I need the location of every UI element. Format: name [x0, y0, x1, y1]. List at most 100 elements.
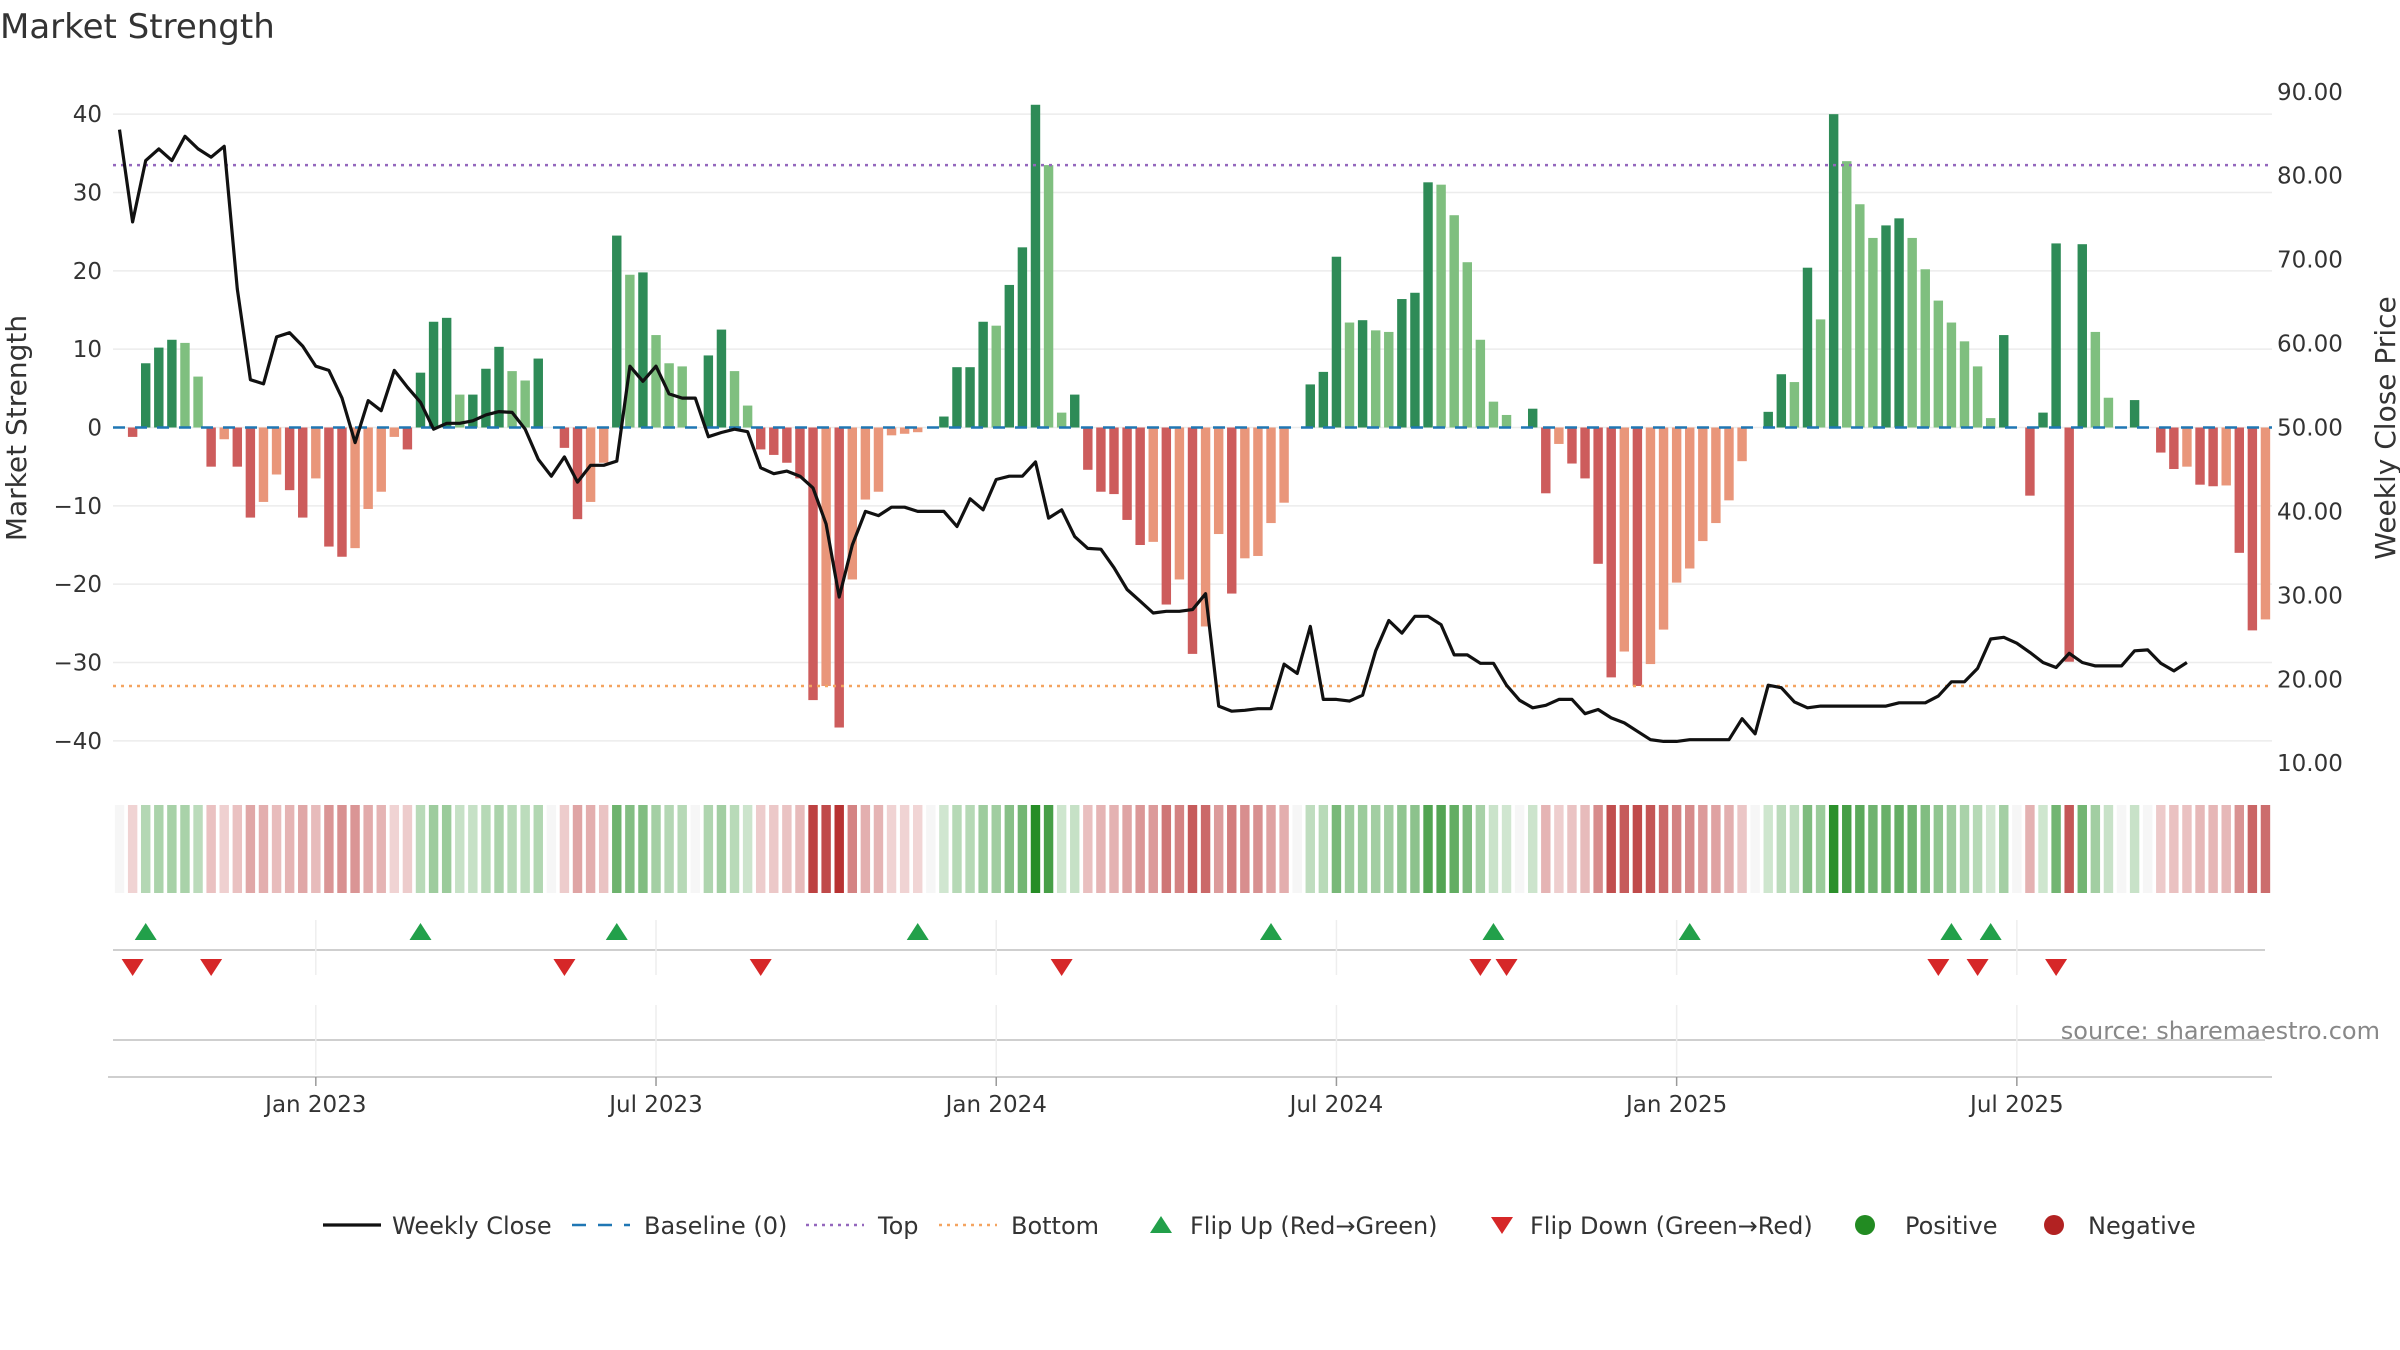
strength-bar: [468, 394, 478, 428]
heat-cell: [1279, 805, 1289, 893]
strength-heat-strip: [114, 805, 2271, 893]
strength-bar: [258, 427, 269, 502]
heat-cell: [1724, 805, 1734, 893]
weekly-close-series: [117, 129, 2188, 744]
heat-cell: [1593, 805, 1603, 893]
strength-bar: [507, 371, 517, 428]
heat-cell: [428, 805, 439, 893]
heat-cell: [1410, 805, 1420, 893]
y-tick-label: −40: [53, 729, 102, 755]
heat-cell: [1645, 805, 1656, 893]
strength-bar: [1933, 300, 1944, 428]
heat-cell: [1070, 805, 1080, 893]
heat-cell: [232, 805, 243, 893]
strength-bar: [389, 427, 400, 437]
strength-bar: [1135, 427, 1145, 545]
heat-cell: [703, 805, 714, 893]
legend-swatch-flip-up: [1150, 1216, 1172, 1233]
heat-cell: [1004, 805, 1015, 893]
strength-bar: [834, 427, 844, 728]
strength-bar: [1004, 284, 1015, 428]
strength-bar: [141, 363, 151, 428]
y-tick-label: 40: [73, 102, 102, 128]
y2-tick-label: 30.00: [2277, 583, 2343, 609]
strength-bar: [232, 427, 243, 467]
heat-cell: [206, 805, 216, 893]
heat-cell: [2064, 805, 2074, 893]
strength-bar: [2169, 427, 2179, 470]
heat-cell: [1135, 805, 1145, 893]
flip-up-marker: [906, 923, 929, 940]
heat-cell: [1436, 805, 1446, 893]
heat-cell: [638, 805, 648, 893]
strength-bar: [1828, 114, 1839, 428]
strength-bar: [2025, 427, 2035, 496]
heat-cell: [1083, 805, 1093, 893]
heat-cell: [2025, 805, 2035, 893]
strength-bar: [1920, 269, 1930, 428]
heat-cell: [1920, 805, 1930, 893]
heat-cell: [1030, 805, 1041, 893]
flip-down-marker: [1927, 959, 1950, 976]
heat-cell: [1266, 805, 1276, 893]
y2-tick-label: 20.00: [2277, 667, 2343, 693]
heat-cell: [598, 805, 609, 893]
heat-cell: [1397, 805, 1407, 893]
strength-bar: [481, 368, 491, 428]
strength-bar: [494, 346, 504, 428]
heat-cell: [1737, 805, 1747, 893]
heat-cell: [2116, 805, 2127, 893]
strength-bar: [1802, 267, 1813, 428]
heat-cell: [1671, 805, 1682, 893]
strength-bar: [1868, 237, 1878, 428]
strength-bar: [1397, 299, 1407, 428]
strength-bar: [795, 427, 805, 479]
strength-bar: [1266, 427, 1276, 524]
strength-bar: [1475, 339, 1486, 428]
y2-tick-label: 10.00: [2277, 751, 2343, 777]
x-tick-label: Jul 2023: [607, 1092, 703, 1118]
y2-tick-label: 90.00: [2277, 80, 2343, 106]
heat-cell: [1685, 805, 1695, 893]
strength-bar: [2247, 427, 2258, 631]
date-axis: Jan 2023 Jul 2023 Jan 2024 Jul 2024 Jan 2025…: [108, 1076, 2272, 1118]
heat-cell: [2182, 805, 2192, 893]
strength-bar: [1685, 427, 1695, 569]
strength-bar: [1698, 427, 1708, 542]
y2-tick-label: 70.00: [2277, 248, 2343, 274]
heat-cell: [2103, 805, 2114, 893]
heat-cell: [2247, 805, 2258, 893]
strength-bar: [1658, 427, 1669, 630]
heat-cell: [899, 805, 910, 893]
heat-cell: [415, 805, 426, 893]
strength-bar: [1017, 247, 1028, 428]
y-tick-label: 30: [73, 181, 102, 207]
heat-cell: [926, 805, 936, 893]
strength-bar: [533, 358, 543, 428]
strength-bar: [2260, 427, 2271, 620]
strength-bar: [1567, 427, 1577, 464]
strength-bar: [1527, 408, 1538, 428]
weekly-close-line: [117, 129, 2188, 744]
strength-bar: [1240, 427, 1250, 559]
heat-cell: [913, 805, 923, 893]
strength-bar: [1109, 427, 1119, 495]
heat-cell: [1999, 805, 2009, 893]
heat-cell: [350, 805, 360, 893]
strength-bar: [782, 427, 792, 463]
heat-cell: [795, 805, 805, 893]
x-tick-label: Jul 2024: [1288, 1092, 1384, 1118]
heat-cell: [1122, 805, 1132, 893]
strength-bar: [180, 342, 190, 428]
strength-bar: [1619, 427, 1630, 652]
flip-down-marker: [1966, 959, 1989, 976]
strength-bar: [520, 380, 530, 428]
strength-bar: [1488, 401, 1499, 428]
strength-bar: [1370, 330, 1381, 428]
legend-label: Bottom: [1011, 1212, 1099, 1240]
strength-bar: [703, 355, 714, 428]
strength-bar: [808, 427, 818, 701]
strength-bar: [1200, 427, 1211, 627]
heat-cell: [1763, 805, 1773, 893]
heat-cell: [481, 805, 491, 893]
